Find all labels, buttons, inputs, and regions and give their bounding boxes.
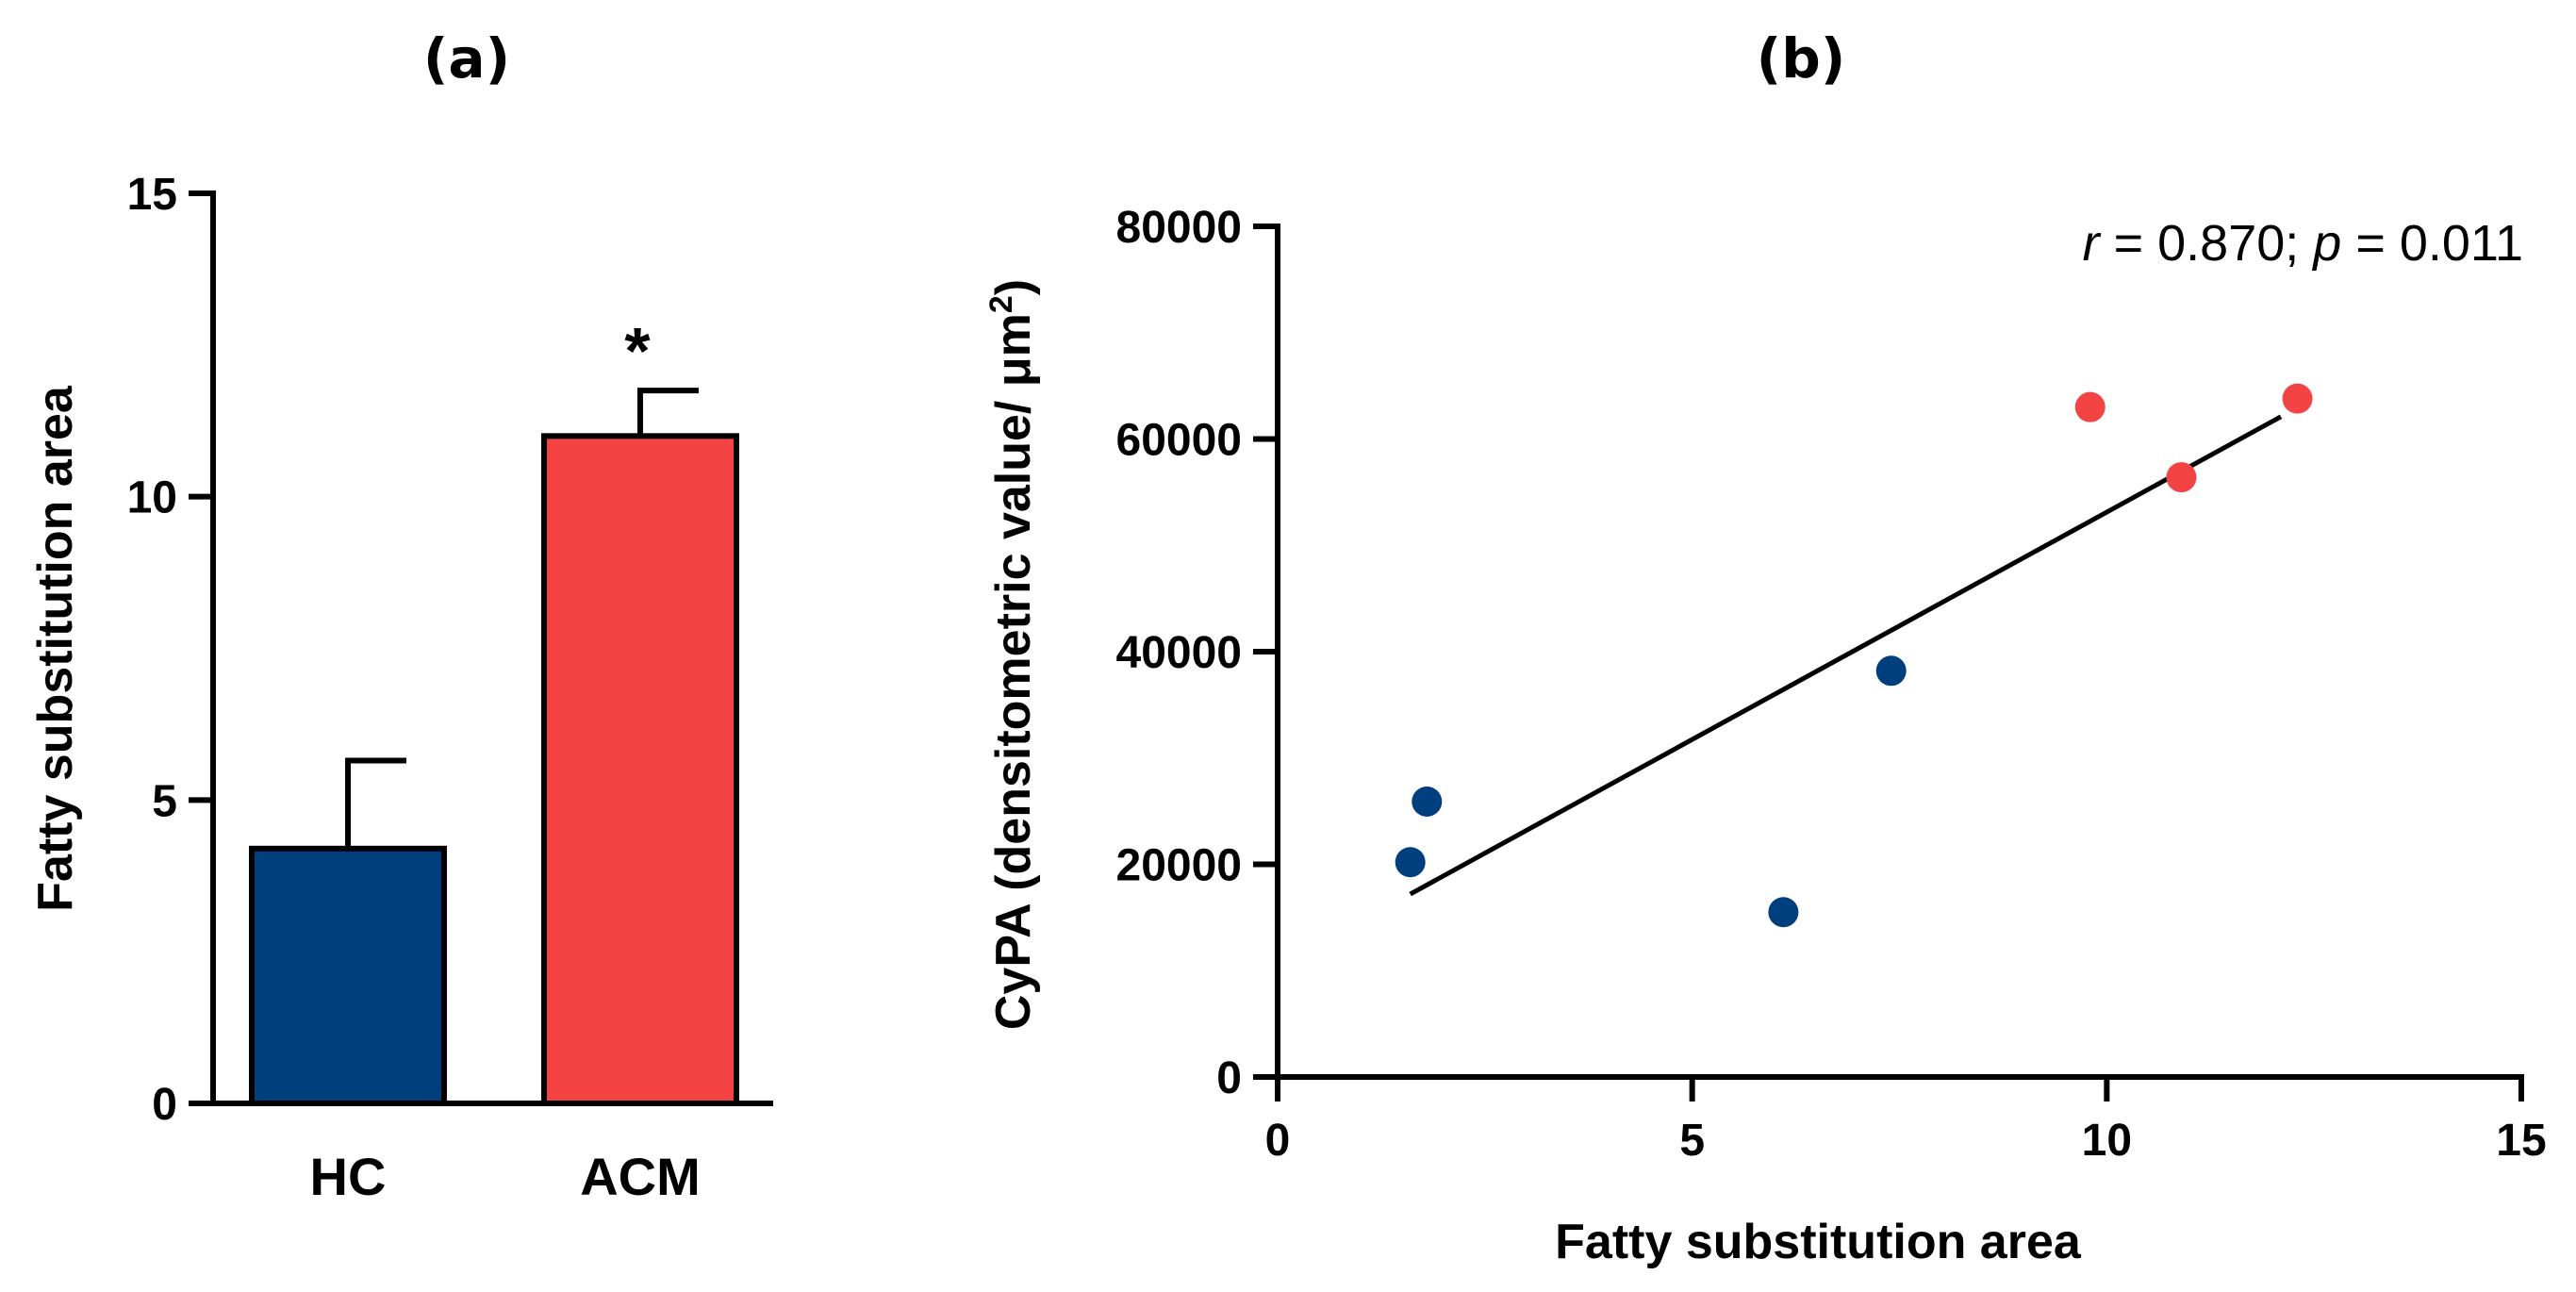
y-tick-label: 60000 — [1116, 416, 1242, 466]
regression-line — [1409, 414, 2283, 897]
y-axis-title: Fatty substitution area — [28, 385, 83, 912]
y-tick-label: 20000 — [1116, 841, 1242, 891]
y-axis-title-base: CyPA (densitometric value/ μm — [986, 313, 1041, 1030]
x-category-label: HC — [310, 1147, 387, 1206]
x-tick-label: 10 — [2082, 1116, 2132, 1166]
bar-acm — [541, 433, 739, 1107]
x-tick-label: 15 — [2496, 1116, 2546, 1166]
panel-b-label: (b) — [1757, 26, 1846, 91]
data-point-hc — [1875, 655, 1907, 687]
x-category-label: ACM — [580, 1147, 701, 1206]
y-axis-title: CyPA (densitometric value/ μm2) — [983, 279, 1041, 1030]
data-point-acm — [2074, 391, 2105, 422]
p-symbol: p — [2311, 215, 2341, 272]
data-point-hc — [1395, 847, 1426, 878]
y-axis-title-close: ) — [986, 279, 1041, 295]
y-tick-label: 80000 — [1116, 203, 1242, 253]
x-tick-label: 5 — [1679, 1116, 1705, 1166]
x-axis-title: Fatty substitution area — [1555, 1215, 2082, 1269]
x-tick-label: 0 — [1265, 1116, 1291, 1166]
y-tick-label: 15 — [127, 170, 177, 220]
y-tick-label: 0 — [152, 1080, 177, 1130]
scatter-chart: 0 20000 40000 60000 80000 0 5 10 15 r = 0.870; … — [983, 203, 2547, 1269]
y-axis-title-superscript: 2 — [983, 295, 1019, 313]
data-point-acm — [2166, 462, 2197, 493]
y-tick-label: 5 — [152, 776, 177, 826]
y-tick-label: 0 — [1216, 1053, 1242, 1103]
r-value: = 0.870; — [2100, 215, 2314, 272]
bar-chart: 0 5 10 15 HC ACM * Fatty substitution area — [28, 170, 773, 1206]
panel-a-label: (a) — [423, 26, 510, 91]
y-tick-label: 40000 — [1116, 628, 1242, 678]
p-value: = 0.011 — [2341, 215, 2523, 272]
data-point-hc — [1768, 897, 1799, 928]
bar-hc — [249, 845, 447, 1106]
data-point-acm — [2282, 383, 2313, 414]
y-tick-label: 10 — [127, 473, 177, 523]
r-symbol: r — [2083, 215, 2102, 272]
data-point-hc — [1412, 786, 1443, 817]
significance-marker: * — [624, 314, 651, 388]
correlation-annotation: r = 0.870; p = 0.011 — [2083, 215, 2523, 272]
